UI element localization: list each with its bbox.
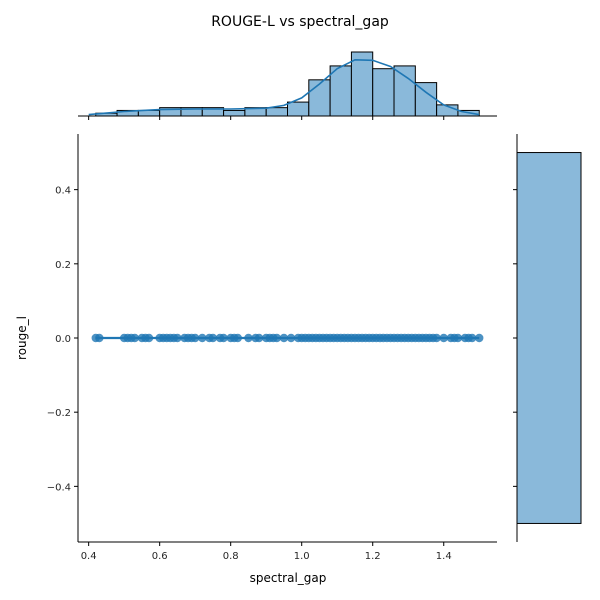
x-axis-label: spectral_gap	[250, 571, 327, 585]
x-marginal-histogram	[78, 51, 497, 120]
y-tick-label: 0.2	[55, 260, 71, 271]
x-tick-label: 0.8	[223, 551, 239, 562]
scatter-point	[144, 333, 154, 343]
main-scatter-plot: 0.4 0.6 0.8 1.0 1.2 1.4 −0.4 −0.2 0.0 0.2 0.4	[47, 134, 497, 562]
x-hist-bar	[329, 65, 352, 117]
scatter-point	[475, 333, 484, 343]
scatter-point	[198, 333, 207, 343]
scatter-point	[279, 333, 289, 343]
scatter-point	[233, 333, 242, 343]
x-hist-bar	[350, 51, 374, 117]
scatter-point	[286, 333, 296, 343]
x-hist-bar	[414, 82, 438, 117]
scatter-point	[130, 333, 140, 343]
x-hist-bar	[393, 65, 416, 117]
y-marginal-histogram	[513, 134, 582, 542]
x-hist-bar	[372, 68, 395, 117]
x-hist-bar	[287, 101, 310, 117]
x-hist-bar	[308, 79, 331, 117]
x-hist-bar	[265, 107, 288, 117]
x-tick-label: 0.4	[81, 551, 97, 562]
x-kde-curve	[88, 58, 480, 116]
scatter-point	[219, 333, 228, 343]
scatter-point	[190, 333, 200, 343]
chart-title: ROUGE-L vs spectral_gap	[211, 14, 389, 30]
y-tick-label: −0.4	[47, 482, 71, 493]
scatter-point	[272, 333, 282, 343]
scatter-point	[439, 333, 448, 343]
x-tick-label: 1.2	[365, 551, 381, 562]
scatter-point	[95, 333, 104, 343]
scatter-point	[453, 333, 463, 343]
scatter-point	[173, 333, 182, 343]
x-tick-label: 1.4	[436, 551, 452, 562]
y-tick-label: 0.4	[55, 186, 71, 197]
scatter-point	[208, 333, 218, 343]
y-tick-label: 0.0	[55, 334, 71, 345]
scatter-point	[467, 333, 477, 343]
x-tick-label: 0.6	[152, 551, 168, 562]
y-tick-label: −0.2	[47, 408, 71, 419]
y-hist-bar	[516, 152, 582, 524]
scatter-point	[254, 333, 264, 343]
scatter-point	[432, 333, 441, 343]
x-tick-label: 1.0	[294, 551, 310, 562]
y-axis-label: rouge_l	[15, 316, 29, 360]
scatter-point	[244, 333, 253, 343]
x-hist-bar	[223, 109, 246, 117]
